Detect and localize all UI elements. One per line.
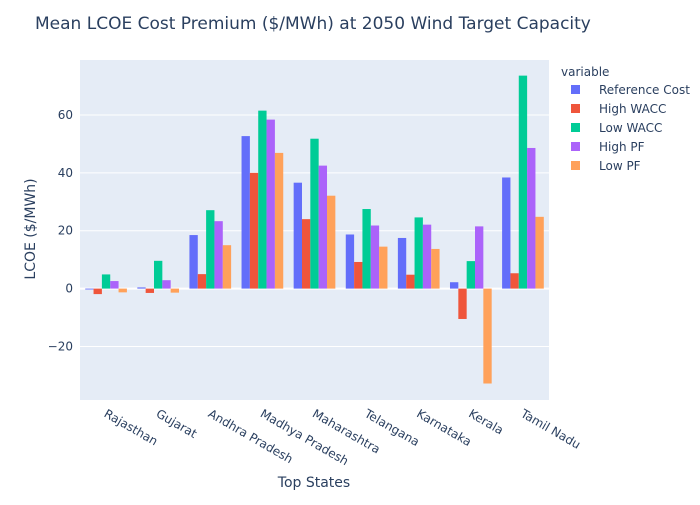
bar[interactable]: [274, 152, 284, 289]
bar[interactable]: [502, 177, 511, 289]
bar[interactable]: [518, 75, 528, 289]
legend-label[interactable]: Reference Cost: [599, 83, 690, 97]
bar[interactable]: [483, 288, 492, 384]
bar[interactable]: [101, 274, 111, 289]
bar[interactable]: [354, 261, 363, 289]
bar[interactable]: [249, 172, 259, 289]
bar[interactable]: [301, 219, 311, 289]
bar[interactable]: [214, 221, 223, 289]
bar[interactable]: [118, 288, 127, 293]
bar[interactable]: [414, 217, 423, 289]
bar[interactable]: [222, 245, 232, 289]
bar[interactable]: [466, 261, 475, 289]
x-axis-title: Top States: [277, 475, 350, 491]
legend-swatch[interactable]: [571, 142, 580, 151]
y-tick-label: 40: [58, 166, 73, 180]
y-tick-label: 60: [58, 108, 73, 122]
bar[interactable]: [162, 280, 171, 289]
bar[interactable]: [318, 165, 328, 289]
bar[interactable]: [258, 110, 267, 289]
bar[interactable]: [93, 288, 102, 295]
bar[interactable]: [137, 287, 146, 289]
bar[interactable]: [458, 288, 467, 319]
bar[interactable]: [266, 119, 275, 289]
bar[interactable]: [345, 234, 355, 289]
bar[interactable]: [110, 281, 119, 289]
legend-title: variable: [561, 65, 609, 79]
bar[interactable]: [475, 226, 484, 289]
bar[interactable]: [310, 138, 319, 289]
legend-label[interactable]: High WACC: [599, 102, 666, 116]
bar[interactable]: [85, 288, 94, 290]
y-tick-label: 20: [58, 224, 73, 238]
bar[interactable]: [510, 273, 519, 289]
bar[interactable]: [241, 136, 250, 289]
legend-swatch[interactable]: [571, 85, 580, 94]
bar[interactable]: [197, 274, 207, 289]
legend-label[interactable]: Low PF: [599, 159, 641, 173]
y-tick-label: 0: [65, 282, 73, 296]
bar[interactable]: [527, 147, 536, 289]
bar[interactable]: [362, 209, 371, 289]
legend-label[interactable]: Low WACC: [599, 121, 662, 135]
bar[interactable]: [431, 248, 440, 289]
y-tick-label: −20: [48, 339, 73, 353]
bar[interactable]: [535, 216, 544, 289]
legend[interactable]: variable Reference Cost High WACC Low WACC…: [561, 65, 690, 173]
bar[interactable]: [145, 288, 154, 293]
bar[interactable]: [406, 274, 415, 289]
bar[interactable]: [397, 237, 407, 289]
chart-title: Mean LCOE Cost Premium ($/MWh) at 2050 W…: [35, 14, 591, 34]
legend-swatch[interactable]: [571, 161, 580, 170]
bar[interactable]: [422, 224, 432, 289]
bar[interactable]: [206, 210, 215, 289]
bar[interactable]: [293, 182, 302, 289]
bar[interactable]: [154, 260, 163, 289]
legend-label[interactable]: High PF: [599, 140, 645, 154]
legend-swatch[interactable]: [571, 123, 580, 132]
bar[interactable]: [327, 195, 336, 289]
bar[interactable]: [449, 282, 459, 289]
bar[interactable]: [379, 246, 388, 289]
bar[interactable]: [170, 288, 180, 293]
bar[interactable]: [189, 235, 198, 289]
bar[interactable]: [370, 225, 380, 289]
y-axis-title: LCOE ($/MWh): [23, 178, 39, 279]
legend-swatch[interactable]: [571, 104, 580, 113]
